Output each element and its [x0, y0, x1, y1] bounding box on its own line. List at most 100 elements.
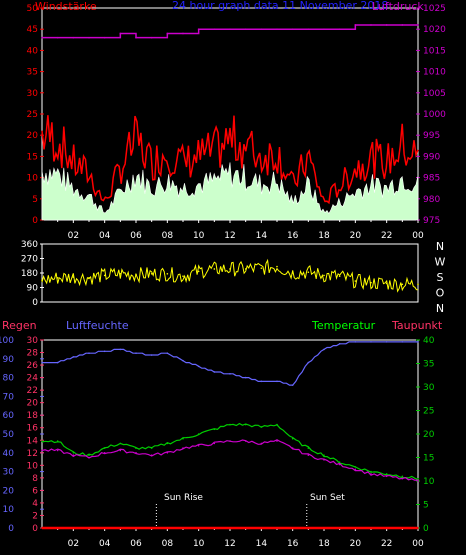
temperature-point	[197, 433, 200, 435]
rain-point	[41, 527, 43, 529]
rain-tick-label: 2	[32, 511, 38, 521]
panel1-x-tick-label: 20	[350, 231, 362, 241]
humidity-point	[229, 373, 231, 375]
rain-tick-label: 8	[32, 474, 38, 484]
rain-point	[417, 527, 419, 529]
panel3-x-tick-label: 12	[224, 539, 235, 549]
wind-tick-label: 5	[32, 195, 38, 205]
wind-direction-point	[213, 268, 216, 270]
wind-axis-ticks: 0 5 10 15 20 25 30 35 40 45 50	[27, 4, 44, 226]
rain-tick-label: 4	[32, 499, 38, 509]
wind-tick-label: 0	[32, 216, 38, 226]
pressure-point	[417, 24, 419, 26]
dewpoint-point	[182, 447, 184, 449]
rain-point	[323, 527, 325, 529]
rain-point	[119, 527, 122, 529]
panel1-x-tick-label: 08	[162, 231, 174, 241]
temperature-tick-label: 35	[423, 360, 434, 370]
panel3-x-tick-label: 22	[381, 539, 392, 549]
wind-direction-point	[354, 280, 357, 282]
pressure-tick-label: 1015	[423, 46, 446, 56]
humidity-title: Luftfeuchte	[66, 319, 129, 332]
panel1-x-tick-label: 12	[224, 231, 235, 241]
rain-point	[213, 527, 216, 529]
panel1-x-tick-label: 18	[318, 231, 330, 241]
rain-tick-label: 14	[27, 436, 39, 446]
panel3-x-tick-label: 04	[99, 539, 111, 549]
temperature-point	[166, 442, 169, 445]
panel1-x-tick-label: 02	[68, 231, 79, 241]
humidity-point	[276, 380, 278, 383]
pressure-tick-label: 990	[423, 152, 440, 162]
rain-point	[103, 527, 106, 529]
humidity-tick-label: 70	[3, 392, 15, 402]
direction-tick-label: 0	[32, 298, 38, 308]
rain-point	[197, 527, 200, 529]
dewpoint-point	[41, 449, 43, 452]
rain-tick-label: 24	[27, 374, 39, 384]
pressure-point	[103, 36, 106, 39]
rain-point	[182, 527, 184, 529]
temperature-point	[213, 428, 216, 431]
panel1-x-axis-ticks: 02 04 06 08 10 12 14 16 18 20 22 00	[57, 220, 424, 241]
humidity-point	[88, 352, 90, 354]
humidity-point	[150, 354, 153, 356]
pressure-point	[229, 28, 231, 31]
dewpoint-point	[72, 454, 75, 456]
pressure-point	[166, 32, 169, 35]
wind-direction-point	[166, 273, 169, 275]
temperature-point	[276, 423, 278, 426]
wind-direction-point	[103, 274, 106, 277]
rain-point	[88, 527, 90, 529]
pressure-point	[56, 36, 59, 39]
wind-direction-point	[307, 271, 310, 273]
wind-tick-label: 25	[27, 110, 38, 120]
dewpoint-point	[135, 452, 137, 454]
wind-tick-label: 50	[27, 4, 39, 14]
temperature-point	[291, 437, 294, 440]
pressure-tick-label: 980	[423, 195, 440, 205]
temperature-point	[323, 454, 325, 456]
pressure-point	[41, 36, 43, 39]
pressure-point	[88, 36, 90, 39]
wind-direction-point	[119, 273, 122, 275]
temperature-point	[135, 447, 137, 449]
rain-point	[385, 527, 388, 529]
wind-direction-point	[72, 276, 75, 278]
rain-point	[354, 527, 357, 529]
rain-tick-label: 22	[27, 386, 38, 396]
temperature-tick-label: 40	[423, 336, 435, 346]
pressure-title: Luftdruck	[372, 0, 424, 13]
humidity-point	[307, 361, 310, 364]
temperature-tick-label: 30	[423, 383, 435, 393]
rain-point	[166, 527, 169, 529]
wind-direction-point	[260, 267, 263, 269]
wind-direction-point	[291, 272, 294, 274]
wind-direction-point	[338, 275, 341, 278]
panel3-x-tick-label: 06	[130, 539, 142, 549]
panel3-x-tick-label: 00	[412, 539, 424, 549]
compass-label: W	[435, 256, 446, 269]
temperature-tick-label: 0	[423, 524, 429, 534]
dewpoint-point	[244, 440, 247, 442]
rain-tick-label: 20	[27, 399, 39, 409]
humidity-point	[401, 341, 404, 343]
rain-point	[150, 527, 153, 529]
dewpoint-point	[276, 440, 278, 442]
temperature-point	[338, 461, 341, 464]
temperature-point	[182, 437, 184, 440]
humidity-point	[197, 365, 200, 368]
temperature-tick-label: 15	[423, 454, 434, 464]
compass-label: S	[437, 271, 444, 284]
humidity-point	[417, 341, 419, 343]
direction-axis-ticks: 0 90 180 270 360	[21, 240, 44, 308]
dewpoint-point	[166, 452, 169, 454]
direction-plot	[41, 258, 419, 293]
direction-tick-label: 360	[21, 240, 38, 250]
temperature-point	[307, 447, 310, 449]
humidity-series	[42, 341, 418, 386]
wind-direction-point	[229, 268, 231, 270]
rain-tick-label: 18	[27, 411, 39, 421]
rain-point	[229, 527, 231, 529]
